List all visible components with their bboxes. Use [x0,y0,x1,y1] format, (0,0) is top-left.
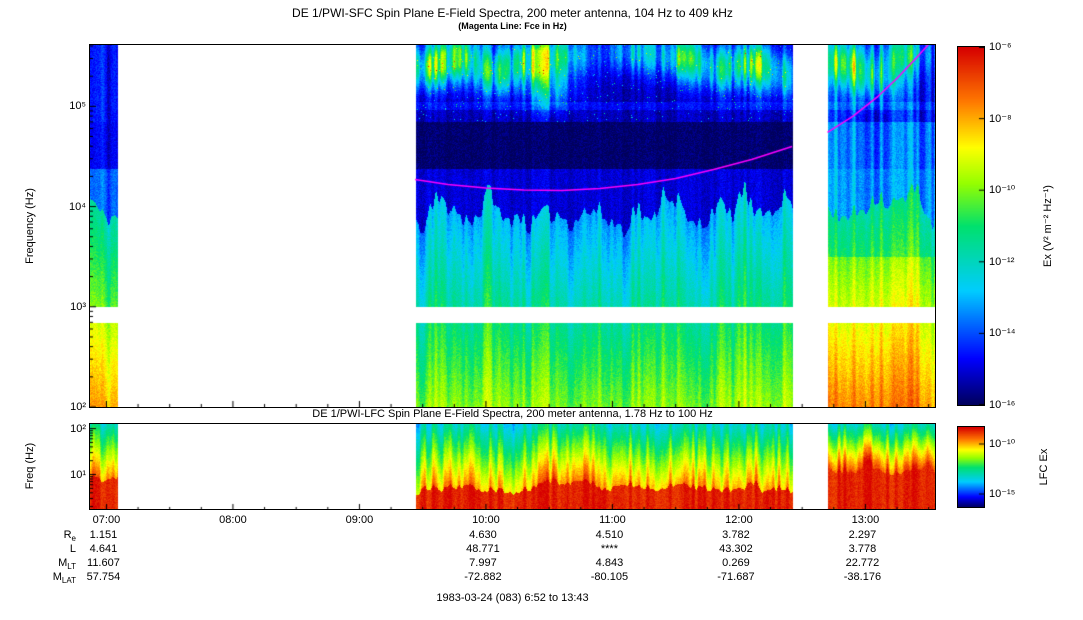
ephemeris-value: -38.176 [843,571,882,583]
time-tick-label: 07:00 [92,514,121,526]
sfc-heatmap-canvas [89,44,936,408]
ephemeris-value: 22.772 [845,557,880,569]
lfc-ytick-label: 10² [70,422,86,435]
time-tick-label: 11:00 [599,514,626,526]
lfc-heatmap-canvas [89,423,936,510]
time-tick-label: 10:00 [472,514,500,526]
sfc-colorbar [957,46,985,406]
lfc-colorbar-tick-label: 10⁻¹⁰ [989,438,1016,450]
lfc-colorbar [957,426,985,508]
ephemeris-value: 57.754 [86,571,121,583]
sfc-colorbar-label: Ex (V² m⁻² Hz⁻¹) [1042,185,1054,267]
ephemeris-row-label: MLAT [52,571,76,586]
footer-time-range: 1983-03-24 (083) 6:52 to 13:43 [436,592,589,604]
ephemeris-value: 4.641 [89,543,118,555]
ephemeris-value: 4.510 [595,529,624,541]
time-tick-label: 08:00 [219,514,247,526]
ephemeris-row-label: L [69,543,76,555]
lfc-ytick-label: 10¹ [70,468,86,481]
sfc-colorbar-tick-label: 10⁻¹⁰ [989,184,1016,197]
sfc-title: DE 1/PWI-SFC Spin Plane E-Field Spectra,… [292,6,733,20]
ephemeris-value: 4.630 [469,529,497,541]
lfc-title: DE 1/PWI-LFC Spin Plane E-Field Spectra,… [312,408,713,420]
ephemeris-value: 7.997 [469,557,497,569]
sfc-colorbar-tick-label: 10⁻⁸ [989,112,1012,125]
sfc-ytick-label: 10⁵ [69,100,86,113]
ephemeris-value: -71.687 [717,571,755,583]
ephemeris-value: -72.882 [464,571,502,583]
ephemeris-value: 43.302 [719,543,753,555]
sfc-ytick-label: 10⁴ [69,200,86,213]
lfc-colorbar-tick-label: 10⁻¹⁵ [989,488,1016,500]
sfc-colorbar-tick-label: 10⁻¹² [989,255,1015,268]
ephemeris-value: **** [600,543,618,555]
sfc-subtitle: (Magenta Line: Fce in Hz) [458,21,567,31]
sfc-colorbar-tick-label: 10⁻¹⁶ [989,399,1016,411]
ephemeris-value: 48.771 [466,543,500,555]
sfc-ytick-label: 10² [70,401,86,413]
lfc-colorbar-label: LFC Ex [1038,448,1050,486]
sfc-colorbar-tick-label: 10⁻⁶ [989,41,1012,53]
sfc-ylabel: Frequency (Hz) [24,188,36,264]
ephemeris-row-label: Re [63,529,76,544]
time-tick-label: 12:00 [725,514,753,526]
sfc-ytick-label: 10³ [70,300,86,313]
time-tick-label: 09:00 [345,514,374,526]
sfc-colorbar-tick-label: 10⁻¹⁴ [989,327,1016,340]
ephemeris-value: 3.778 [848,543,877,555]
time-tick-label: 13:00 [851,514,880,526]
ephemeris-value: 3.782 [722,529,750,541]
ephemeris-value: 0.269 [722,557,750,569]
ephemeris-value: 4.843 [595,557,624,569]
ephemeris-value: 2.297 [848,529,877,541]
ephemeris-row-label: MLT [58,557,76,572]
ephemeris-value: -80.105 [590,571,629,583]
ephemeris-value: 11.607 [87,557,120,569]
ephemeris-value: 1.151 [89,529,118,541]
